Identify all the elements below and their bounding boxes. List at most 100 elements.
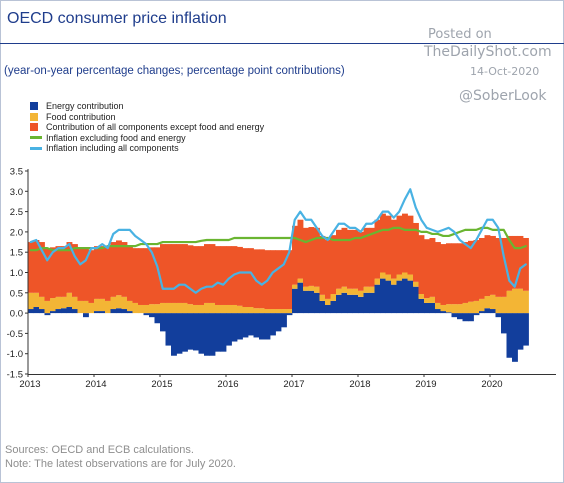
bar-core — [72, 244, 78, 297]
bar-core — [182, 244, 188, 303]
legend-label-ex-food-energy: Inflation excluding food and energy — [46, 132, 186, 143]
bar-energy — [385, 280, 392, 314]
bar-core — [204, 244, 210, 303]
bar-energy — [55, 309, 62, 314]
bar-core — [198, 246, 205, 305]
bar-core — [99, 246, 106, 299]
bar-energy — [407, 280, 414, 314]
bar-food — [451, 304, 458, 314]
bar-food — [259, 308, 265, 314]
bar-energy — [220, 313, 227, 352]
bar-energy — [160, 313, 166, 332]
footnote-sources: Sources: OECD and ECB calculations. — [5, 444, 194, 456]
bar-core — [413, 222, 419, 282]
bar-food — [275, 309, 282, 314]
bar-food — [182, 302, 188, 314]
bar-food — [424, 298, 430, 303]
bar-energy — [270, 313, 276, 336]
bar-core — [105, 246, 111, 301]
bar-food — [231, 304, 238, 314]
y-tick-label: -1.0 — [7, 349, 23, 360]
bar-core — [490, 235, 496, 295]
bar-core — [363, 227, 370, 287]
bar-food — [66, 292, 73, 308]
bar-core — [468, 240, 474, 302]
bar-energy — [435, 309, 441, 314]
bar-core — [143, 248, 150, 305]
bar-energy — [490, 309, 496, 314]
bar-food — [303, 286, 309, 291]
bar-core — [314, 227, 320, 287]
bar-core — [479, 237, 485, 299]
bar-energy — [94, 311, 100, 314]
bar-core — [127, 246, 133, 301]
bar-energy — [50, 311, 56, 314]
bar-energy — [418, 298, 425, 314]
bar-food — [330, 294, 337, 301]
bar-core — [154, 247, 161, 305]
bar-food — [374, 278, 381, 285]
bar-food — [446, 304, 452, 313]
y-tick-label: 0.0 — [10, 309, 23, 320]
bar-core — [512, 235, 518, 289]
bar-food — [215, 304, 221, 314]
bar-energy — [308, 290, 315, 314]
bar-core — [286, 250, 293, 310]
bar-core — [369, 227, 375, 287]
bar-core — [187, 245, 194, 305]
bar-energy — [314, 292, 320, 314]
bar-core — [44, 248, 51, 301]
x-tick-label: 2014 — [85, 379, 106, 390]
bar-food — [88, 302, 95, 314]
bar-food — [220, 304, 227, 314]
bar-core — [94, 246, 100, 299]
bar-core — [424, 239, 430, 299]
bar-food — [110, 296, 117, 310]
legend-swatch-headline — [30, 146, 42, 150]
bar-core — [495, 237, 502, 297]
bar-core — [259, 249, 265, 309]
bar-energy — [479, 311, 485, 314]
legend-item-headline: Inflation including all components — [30, 143, 264, 154]
bar-core — [149, 247, 155, 305]
y-tick-label: 1.5 — [10, 248, 23, 259]
legend-label-headline: Inflation including all components — [46, 143, 179, 154]
bar-energy — [281, 313, 287, 328]
bar-food — [270, 309, 276, 314]
y-tick-label: 0.5 — [10, 288, 23, 299]
bar-core — [341, 227, 348, 287]
bar-energy — [336, 294, 342, 314]
legend-label-food: Food contribution — [46, 111, 116, 122]
bar-energy — [237, 313, 243, 340]
bar-food — [237, 305, 243, 314]
bar-core — [506, 235, 513, 291]
bar-core — [275, 250, 282, 310]
bar-food — [171, 302, 177, 314]
bar-energy — [424, 302, 430, 314]
watermark-site: TheDailyShot.com — [424, 44, 552, 60]
bar-food — [286, 309, 293, 314]
bar-energy — [204, 313, 210, 356]
bar-core — [61, 246, 67, 297]
bar-food — [143, 304, 150, 314]
bar-food — [468, 301, 474, 314]
bar-core — [374, 219, 381, 279]
bar-food — [77, 300, 84, 314]
bar-food — [94, 298, 100, 312]
bar-food — [193, 304, 199, 314]
chart-title: OECD consumer price inflation — [7, 10, 227, 27]
bar-energy — [83, 313, 89, 318]
bar-core — [138, 248, 144, 305]
line-ex-food-energy — [29, 226, 527, 252]
bar-food — [363, 286, 370, 293]
bar-food — [358, 290, 364, 297]
bar-core — [281, 250, 287, 310]
bar-food — [418, 294, 425, 299]
bar-energy — [72, 309, 78, 314]
bar-core — [457, 243, 463, 305]
bar-energy — [215, 313, 221, 352]
bar-food — [72, 296, 78, 310]
bar-core — [292, 225, 298, 285]
bar-core — [165, 244, 172, 303]
bar-energy — [165, 313, 172, 346]
